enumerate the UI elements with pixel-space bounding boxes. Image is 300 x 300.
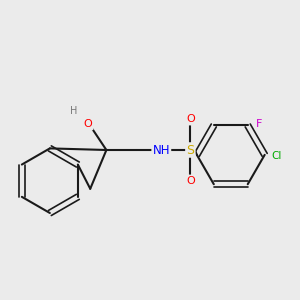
Text: H: H [70, 106, 78, 116]
Text: Cl: Cl [272, 152, 282, 161]
Text: F: F [256, 119, 262, 129]
Text: O: O [84, 119, 92, 129]
Text: O: O [186, 176, 195, 186]
Text: S: S [186, 143, 194, 157]
Text: NH: NH [153, 143, 170, 157]
Text: O: O [186, 114, 195, 124]
